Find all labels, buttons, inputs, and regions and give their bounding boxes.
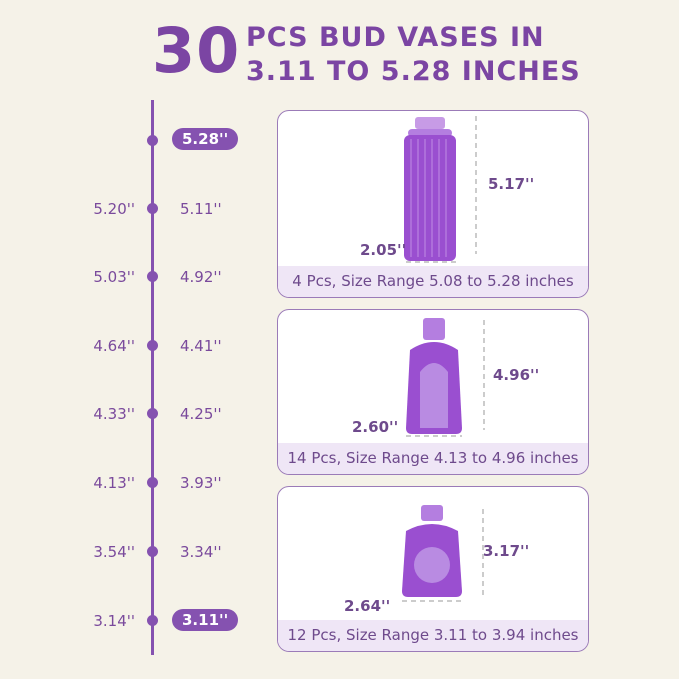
timeline-dot xyxy=(147,408,158,419)
right-size-label: 5.11'' xyxy=(180,200,222,218)
ribbed-vase-image xyxy=(404,116,477,263)
timeline-dot xyxy=(147,477,158,488)
right-size-label: 3.34'' xyxy=(180,543,222,561)
timeline-dot xyxy=(147,546,158,557)
right-size-label: 4.41'' xyxy=(180,337,222,355)
left-size-label: 5.20'' xyxy=(93,200,135,218)
timeline-dot xyxy=(147,271,158,282)
left-size-label: 3.14'' xyxy=(93,612,135,630)
timeline-dot xyxy=(147,203,158,214)
width-dimension: 2.05'' xyxy=(360,241,407,259)
title-line-1: PCS BUD VASES IN xyxy=(246,22,545,53)
vase-card-tall: 5.17'' 2.05'' 4 Pcs, Size Range 5.08 to … xyxy=(277,110,589,298)
card-caption: 12 Pcs, Size Range 3.11 to 3.94 inches xyxy=(278,620,588,651)
vase-card-medium: 4.96'' 2.60'' 14 Pcs, Size Range 4.13 to… xyxy=(277,309,589,475)
left-size-label: 4.13'' xyxy=(93,474,135,492)
left-size-label: 5.03'' xyxy=(93,268,135,286)
timeline-dot xyxy=(147,615,158,626)
timeline-line xyxy=(151,100,154,655)
left-size-label: 4.33'' xyxy=(93,405,135,423)
right-size-label: 4.25'' xyxy=(180,405,222,423)
right-size-label: 4.92'' xyxy=(180,268,222,286)
min-size-pill: 3.11'' xyxy=(172,609,239,631)
right-size-label: 3.93'' xyxy=(180,474,222,492)
height-dimension: 3.17'' xyxy=(483,542,530,560)
timeline-dot xyxy=(147,340,158,351)
left-size-label: 4.64'' xyxy=(93,337,135,355)
left-size-label: 3.54'' xyxy=(93,543,135,561)
height-dimension: 4.96'' xyxy=(493,366,540,384)
card-caption: 14 Pcs, Size Range 4.13 to 4.96 inches xyxy=(278,443,588,474)
cameo-vase-image xyxy=(402,505,484,602)
timeline-dot xyxy=(147,135,158,146)
title-number: 30 xyxy=(152,14,241,87)
card-caption: 4 Pcs, Size Range 5.08 to 5.28 inches xyxy=(278,266,588,297)
width-dimension: 2.60'' xyxy=(352,418,399,436)
title-line-2: 3.11 TO 5.28 INCHES xyxy=(246,56,581,87)
arched-vase-image xyxy=(406,318,485,437)
max-size-pill: 5.28'' xyxy=(172,128,239,150)
vase-card-short: 3.17'' 2.64'' 12 Pcs, Size Range 3.11 to… xyxy=(277,486,589,652)
height-dimension: 5.17'' xyxy=(488,175,535,193)
width-dimension: 2.64'' xyxy=(344,597,391,615)
